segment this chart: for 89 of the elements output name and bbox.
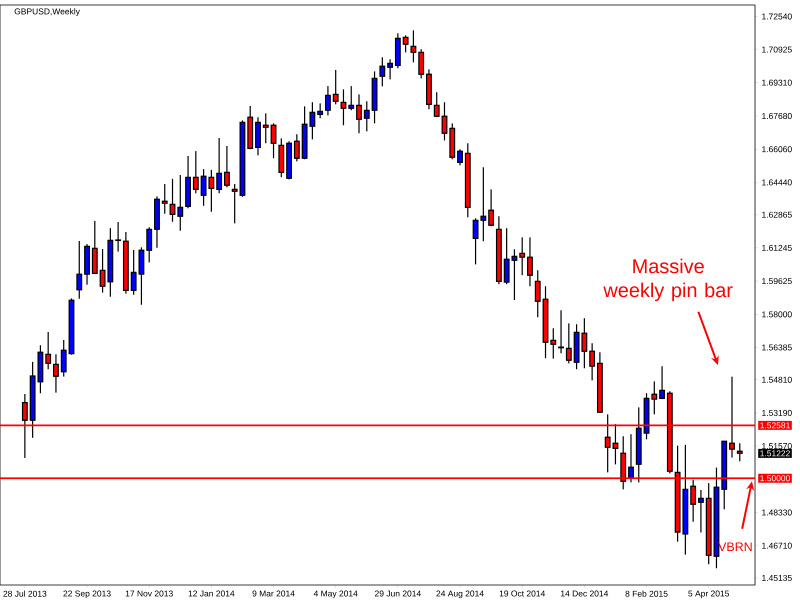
y-tick-label: 1.46710 <box>762 542 792 549</box>
candlestick <box>68 298 74 356</box>
y-tick-label: 1.70925 <box>762 46 792 53</box>
candlestick <box>232 183 238 224</box>
candlestick <box>92 220 98 274</box>
candlestick <box>472 218 478 265</box>
y-tick-label: 1.51570 <box>762 443 792 450</box>
x-tick-label: 19 Oct 2014 <box>500 590 546 597</box>
candlestick <box>53 354 59 394</box>
candlestick <box>736 442 743 462</box>
candlestick <box>138 246 144 306</box>
candlestick <box>550 328 556 360</box>
ref-line-label: 1.50000 <box>760 475 790 482</box>
y-tick-label: 1.48330 <box>762 509 792 516</box>
candlestick <box>146 226 152 263</box>
candlestick <box>511 248 518 301</box>
candlestick <box>278 138 284 178</box>
candlestick <box>255 116 261 156</box>
candlestick <box>721 440 728 510</box>
candlestick <box>464 142 471 218</box>
candlestick <box>262 112 269 144</box>
y-tick-label: 1.61245 <box>762 244 792 251</box>
candlestick <box>162 183 168 214</box>
y-tick-label: 1.72540 <box>762 13 792 20</box>
ref-line-label: 1.52581 <box>760 422 790 428</box>
y-tick-label: 1.62865 <box>762 212 792 218</box>
y-tick-label: 1.58000 <box>762 311 792 318</box>
candlestick <box>542 286 548 359</box>
candlestick <box>558 310 564 354</box>
candlestick <box>651 380 658 415</box>
y-tick-label: 1.45135 <box>762 574 792 581</box>
y-tick-label: 1.59625 <box>762 278 792 284</box>
x-tick-label: 12 Jan 2014 <box>188 590 234 597</box>
candlestick <box>449 122 456 160</box>
candlestick <box>154 196 160 248</box>
candlestick <box>340 88 346 126</box>
y-tick-label: 1.64440 <box>762 179 792 186</box>
candlestick <box>270 122 276 159</box>
candlestick <box>644 392 650 440</box>
x-tick-label: 14 Dec 2014 <box>560 590 608 597</box>
candlestick <box>356 94 362 134</box>
x-tick-label: 28 Jul 2013 <box>3 590 46 597</box>
candlestick <box>325 86 331 116</box>
x-tick-label: 24 Aug 2014 <box>436 590 484 598</box>
x-tick-label: 29 Jun 2014 <box>374 590 421 597</box>
chart-title: GBPUSD,Weekly <box>14 8 80 16</box>
candlestick <box>348 86 354 111</box>
candlestick <box>332 69 339 105</box>
candlestick <box>457 148 463 166</box>
candlestick <box>224 145 230 188</box>
candlestick <box>185 155 191 209</box>
candlestick <box>177 174 184 232</box>
candlestick <box>247 105 254 150</box>
candlestick <box>240 120 246 198</box>
candlestick <box>628 434 634 483</box>
y-tick-label: 1.66060 <box>762 146 792 152</box>
candlestick <box>170 178 176 222</box>
y-tick-label: 1.67680 <box>762 113 792 120</box>
candlestick <box>596 352 603 413</box>
candlestick <box>698 489 704 534</box>
x-tick-label: 8 Feb 2015 <box>625 590 668 597</box>
y-tick-label: 1.69310 <box>762 80 792 86</box>
candlestick <box>286 140 292 180</box>
x-tick-label: 17 Nov 2013 <box>126 590 173 597</box>
candlestick <box>714 467 720 569</box>
annotation: Massive weekly pin bar <box>603 258 733 302</box>
candlestick <box>100 248 106 294</box>
candlestick <box>372 70 378 124</box>
candlestick <box>706 482 712 565</box>
candlestick <box>60 339 67 378</box>
x-tick-label: 9 Mar 2014 <box>252 590 295 597</box>
candlestick <box>519 236 526 276</box>
candlestick <box>636 406 642 483</box>
candlestick <box>364 100 370 132</box>
x-tick-label: 22 Sep 2013 <box>63 590 111 598</box>
y-tick-label: 1.53190 <box>762 410 792 416</box>
candlestick <box>76 240 82 300</box>
candlestick <box>659 366 665 400</box>
x-tick-label: 4 May 2014 <box>314 590 358 598</box>
candlestick <box>84 243 90 286</box>
candlestick <box>527 236 533 287</box>
y-tick-label: 1.56385 <box>762 344 792 350</box>
x-tick-label: 5 Apr 2015 <box>688 590 730 598</box>
y-tick-label: 1.54810 <box>762 376 792 383</box>
candlestick <box>426 68 432 110</box>
candlestick <box>434 92 440 118</box>
candlestick <box>534 270 541 318</box>
text: 1.51222 <box>760 450 790 456</box>
candlestick <box>442 102 448 142</box>
